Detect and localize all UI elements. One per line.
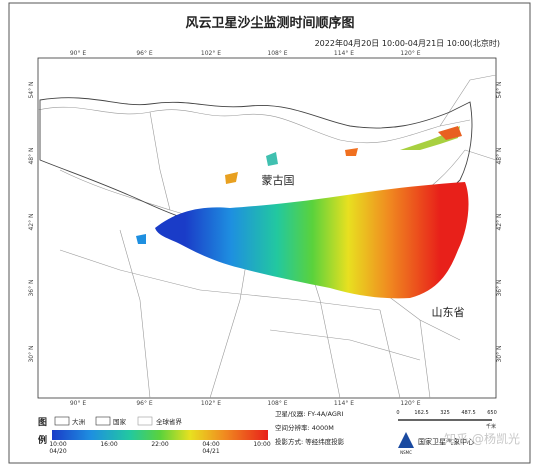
dust-patch xyxy=(266,152,278,166)
logo: NSMC 国家卫星气象中心 xyxy=(398,432,474,455)
legend-item: 国家 xyxy=(113,417,127,426)
legend-title: 图 xyxy=(38,417,47,428)
legend-item: 全球省界 xyxy=(156,417,183,426)
lon-label: 102° E xyxy=(201,400,221,407)
lon-label: 114° E xyxy=(334,400,354,407)
scale-tick: 487.5 xyxy=(461,410,475,416)
scale-tick: 0 xyxy=(396,410,399,416)
colorbar-tick-date: 04/21 xyxy=(202,448,219,455)
lat-label: 42° N xyxy=(496,213,503,230)
legend-title: 例 xyxy=(38,434,47,446)
colorbar-tick: 10:00 xyxy=(49,441,66,448)
lat-label: 42° N xyxy=(28,213,35,230)
title: 风云卫星沙尘监测时间顺序图 xyxy=(185,15,354,31)
lon-label: 96° E xyxy=(136,50,153,57)
colorbar-tick: 16:00 xyxy=(100,441,117,448)
lon-label: 90° E xyxy=(70,50,87,57)
lon-label: 102° E xyxy=(201,50,221,57)
lat-label: 54° N xyxy=(28,81,35,98)
lon-label: 96° E xyxy=(136,400,153,407)
colorbar-tick: 22:00 xyxy=(151,441,168,448)
colorbar xyxy=(52,430,268,440)
info-line: 卫星/仪器: FY-4A/AGRI xyxy=(275,410,343,418)
scale-unit: 千米 xyxy=(486,423,496,430)
boundaries xyxy=(37,74,497,399)
lat-label: 48° N xyxy=(28,147,35,164)
dust-patch xyxy=(345,148,358,156)
lat-label: 48° N xyxy=(496,147,503,164)
scale-tick: 650 xyxy=(487,410,497,416)
info-line: 空间分辨率: 4000M xyxy=(275,423,334,432)
place-label: 蒙古国 xyxy=(262,174,295,187)
lon-label: 120° E xyxy=(400,50,420,57)
colorbar-tick: 10:00 xyxy=(253,441,270,448)
lon-label: 108° E xyxy=(267,400,287,407)
scale-bar: 0 162.5 325 487.5 650 千米 xyxy=(396,410,496,430)
dust-plume xyxy=(155,182,469,299)
legend-item: 大洲 xyxy=(72,417,85,426)
scale-tick: 325 xyxy=(440,410,450,416)
subtitle: 2022年04月20日 10:00-04月21日 10:00(北京时) xyxy=(315,38,500,48)
legend-swatch xyxy=(54,416,70,426)
lon-label: 108° E xyxy=(267,50,287,57)
legend-swatch xyxy=(137,416,153,426)
info-line: 投影方式: 等经纬度投影 xyxy=(275,437,345,446)
dust-patch xyxy=(136,234,146,244)
lat-label: 54° N xyxy=(496,81,503,98)
dust-patch xyxy=(225,172,238,184)
lat-label: 36° N xyxy=(496,279,503,296)
frame xyxy=(8,2,531,464)
colorbar-tick-date: 04/20 xyxy=(49,448,66,455)
lat-label: 30° N xyxy=(28,345,35,362)
dust-patch xyxy=(438,126,462,140)
lon-label: 114° E xyxy=(334,50,354,57)
legend: 图 例 大洲 国家 全球省界 xyxy=(38,416,268,446)
lat-label: 30° N xyxy=(496,345,503,362)
map: 蒙古国 山东省 xyxy=(37,57,497,399)
lon-label: 120° E xyxy=(400,400,420,407)
scale-tick: 162.5 xyxy=(414,410,428,416)
colorbar-tick: 04:00 xyxy=(202,441,219,448)
watermark: 知乎 @杨凯光 xyxy=(444,431,520,446)
info: 卫星/仪器: FY-4A/AGRI 空间分辨率: 4000M 投影方式: 等经纬… xyxy=(275,410,345,446)
lon-label: 90° E xyxy=(70,400,87,407)
place-label: 山东省 xyxy=(432,306,465,319)
logo-name: 国家卫星气象中心 xyxy=(418,437,474,446)
logo-short: NSMC xyxy=(400,450,412,455)
lat-label: 36° N xyxy=(28,279,35,296)
legend-swatch xyxy=(95,416,111,426)
